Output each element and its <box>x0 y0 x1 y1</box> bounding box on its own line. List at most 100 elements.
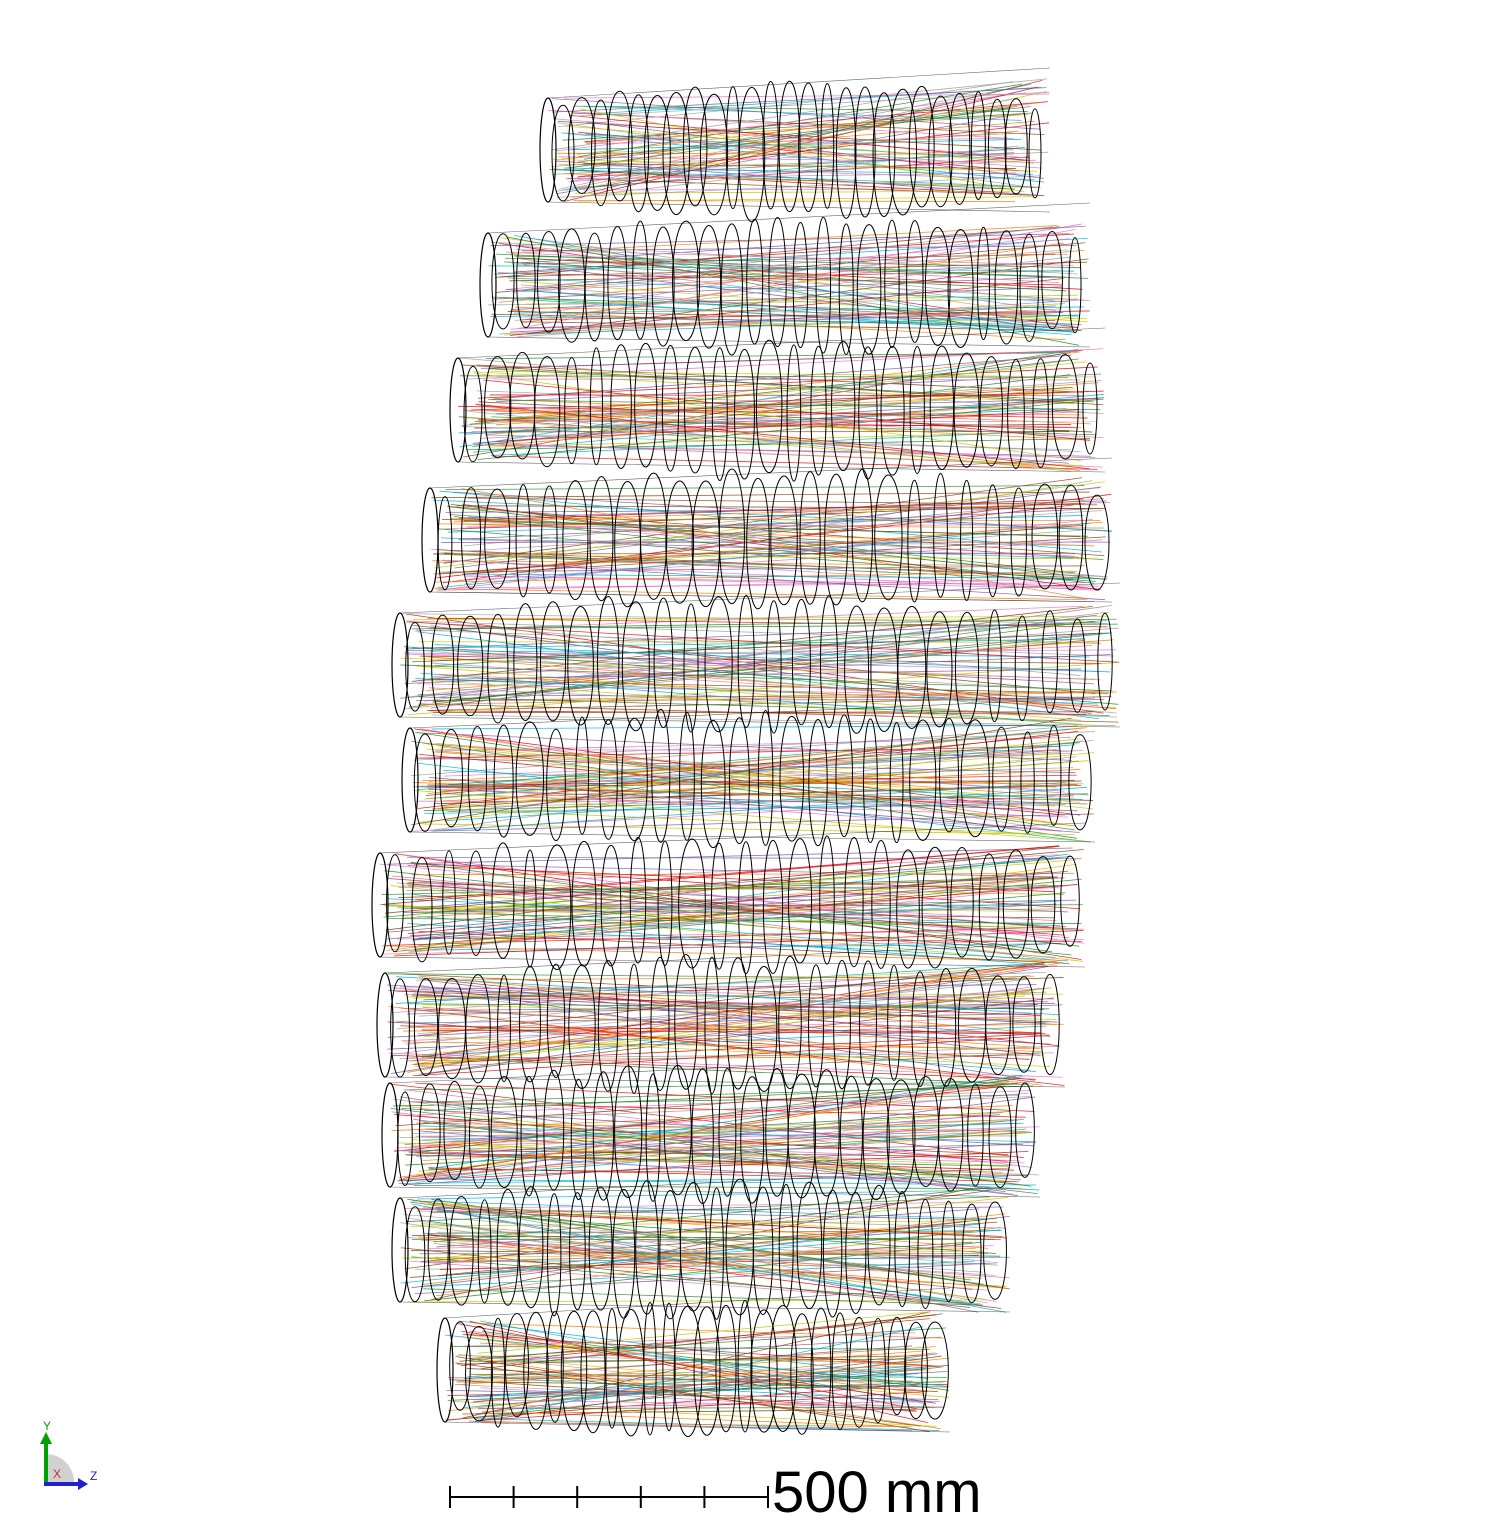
lens-element <box>778 955 802 1090</box>
lens-element <box>599 719 618 840</box>
barrel-edge <box>399 1167 1011 1199</box>
ray-segment <box>466 438 1091 451</box>
lens-element <box>1082 362 1098 455</box>
ray-segment <box>459 375 1069 378</box>
lens-element <box>699 93 729 216</box>
ray-segment <box>413 1185 1022 1190</box>
ray-segment <box>450 518 1101 522</box>
lens-element <box>862 1078 890 1201</box>
lens-element <box>1046 724 1062 826</box>
lens-element <box>663 1064 692 1196</box>
lens-element <box>678 838 706 969</box>
lens-element <box>580 1310 606 1434</box>
ray-segment <box>549 169 1015 190</box>
ray-segment <box>488 368 1094 403</box>
barrel-edge <box>389 1052 1041 1084</box>
lens-element <box>765 600 782 734</box>
barrel-edge <box>547 67 1051 99</box>
lens-element <box>994 230 1019 345</box>
lens-element <box>1032 358 1049 469</box>
lens-element <box>643 94 671 211</box>
ray-segment <box>519 257 1083 290</box>
lens-element <box>1060 855 1080 947</box>
lens-element <box>824 473 849 606</box>
ray-segment <box>478 401 1093 433</box>
lens-element <box>672 220 701 342</box>
ray-segment <box>474 386 1073 422</box>
ray-segment <box>408 1299 978 1303</box>
ray-segment <box>414 1149 1010 1158</box>
lens-element <box>679 1181 707 1312</box>
entrance-aperture <box>371 852 389 958</box>
ray-segment <box>495 382 1099 426</box>
ray-segment <box>511 261 1068 293</box>
lens-element <box>533 356 561 468</box>
ray-segment <box>414 1262 998 1295</box>
lens-element <box>726 957 750 1090</box>
lens-element <box>859 960 877 1086</box>
lens-element <box>1010 487 1027 597</box>
ray-segment <box>416 994 1058 1023</box>
ray-segment <box>573 91 1050 117</box>
lens-element <box>413 978 439 1077</box>
lens-element <box>718 468 745 605</box>
lens-element <box>1040 973 1060 1076</box>
lens-element <box>682 86 708 207</box>
ray-segment <box>420 1092 1030 1145</box>
lens-element <box>516 232 536 329</box>
ray-segment <box>401 856 1072 910</box>
ray-segment <box>463 520 1088 537</box>
lens-element <box>491 233 515 330</box>
ray-segment <box>432 786 1062 832</box>
ray-segment <box>454 486 1101 569</box>
ray-segment <box>435 571 1077 583</box>
ray-segment <box>438 673 1117 709</box>
ray-segment <box>415 678 1098 705</box>
ray-segment <box>391 1105 1013 1131</box>
lens-element <box>757 710 774 846</box>
lens-element <box>844 605 870 734</box>
ray-segment <box>423 1221 987 1300</box>
ray-segment <box>443 477 1083 564</box>
lens-element <box>987 98 1007 199</box>
ray-segment <box>412 1034 1050 1077</box>
lens-element <box>819 595 839 729</box>
ray-segment <box>428 1074 1023 1170</box>
lens-element <box>683 603 699 733</box>
scale-bar-ticks <box>449 1486 769 1508</box>
ray-segment <box>475 1366 911 1398</box>
entrance-aperture <box>401 727 419 833</box>
barrel-edge <box>389 1186 1041 1198</box>
lens-element <box>490 1317 506 1428</box>
lens-element <box>693 1306 721 1436</box>
lens-element <box>962 1203 982 1304</box>
ray-segment <box>411 873 1075 876</box>
ray-segment <box>462 539 1103 581</box>
ray-segment <box>424 752 1060 800</box>
lens-element <box>815 216 832 354</box>
lens-element <box>937 1077 964 1192</box>
lens-element <box>463 365 483 463</box>
barrel-edge <box>399 582 1121 614</box>
ray-segment <box>417 728 1070 791</box>
ray-segment <box>455 1356 930 1432</box>
lens-element <box>870 1317 886 1424</box>
ray-segment <box>398 1175 1009 1184</box>
lens-element <box>1014 615 1030 722</box>
ray-segment <box>432 714 1116 726</box>
lens-element <box>819 835 835 965</box>
ray-segment <box>422 987 1053 1066</box>
axis-triad[interactable]: Y Z X <box>30 1420 110 1500</box>
lens-element <box>851 468 873 603</box>
lens-element <box>880 346 905 476</box>
ray-segment <box>477 1326 924 1422</box>
ray-segment <box>416 745 1060 759</box>
ray-segment <box>436 1210 996 1254</box>
barrel-edge <box>444 1421 951 1433</box>
ray-segment <box>420 1221 998 1262</box>
lens-element <box>933 472 948 598</box>
lens-element <box>542 844 572 970</box>
ray-segment <box>466 575 1099 587</box>
lens-element <box>513 603 538 721</box>
